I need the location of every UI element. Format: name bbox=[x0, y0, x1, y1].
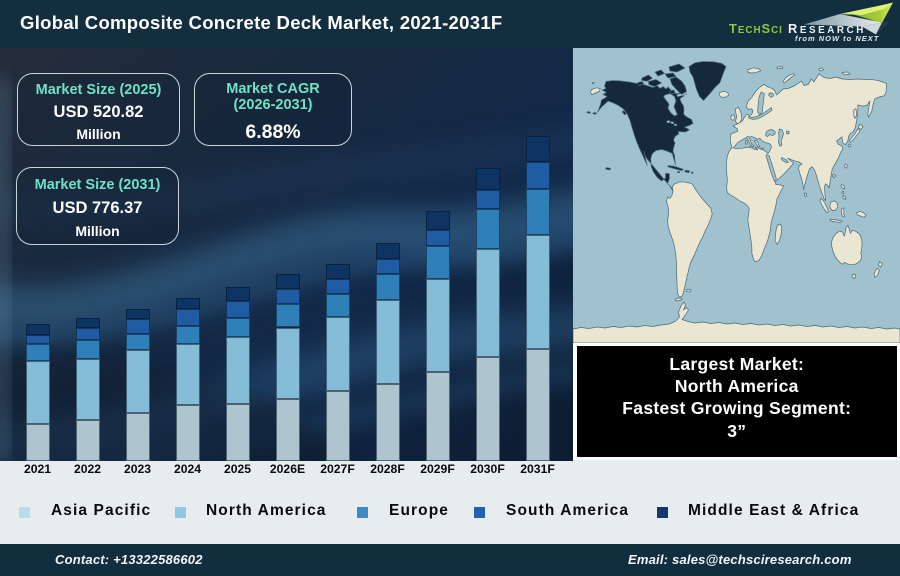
svg-text:RESEARCH: RESEARCH bbox=[788, 21, 866, 36]
svg-text:from NOW to NEXT: from NOW to NEXT bbox=[795, 34, 880, 43]
svg-text:TECHSCI: TECHSCI bbox=[729, 21, 783, 36]
